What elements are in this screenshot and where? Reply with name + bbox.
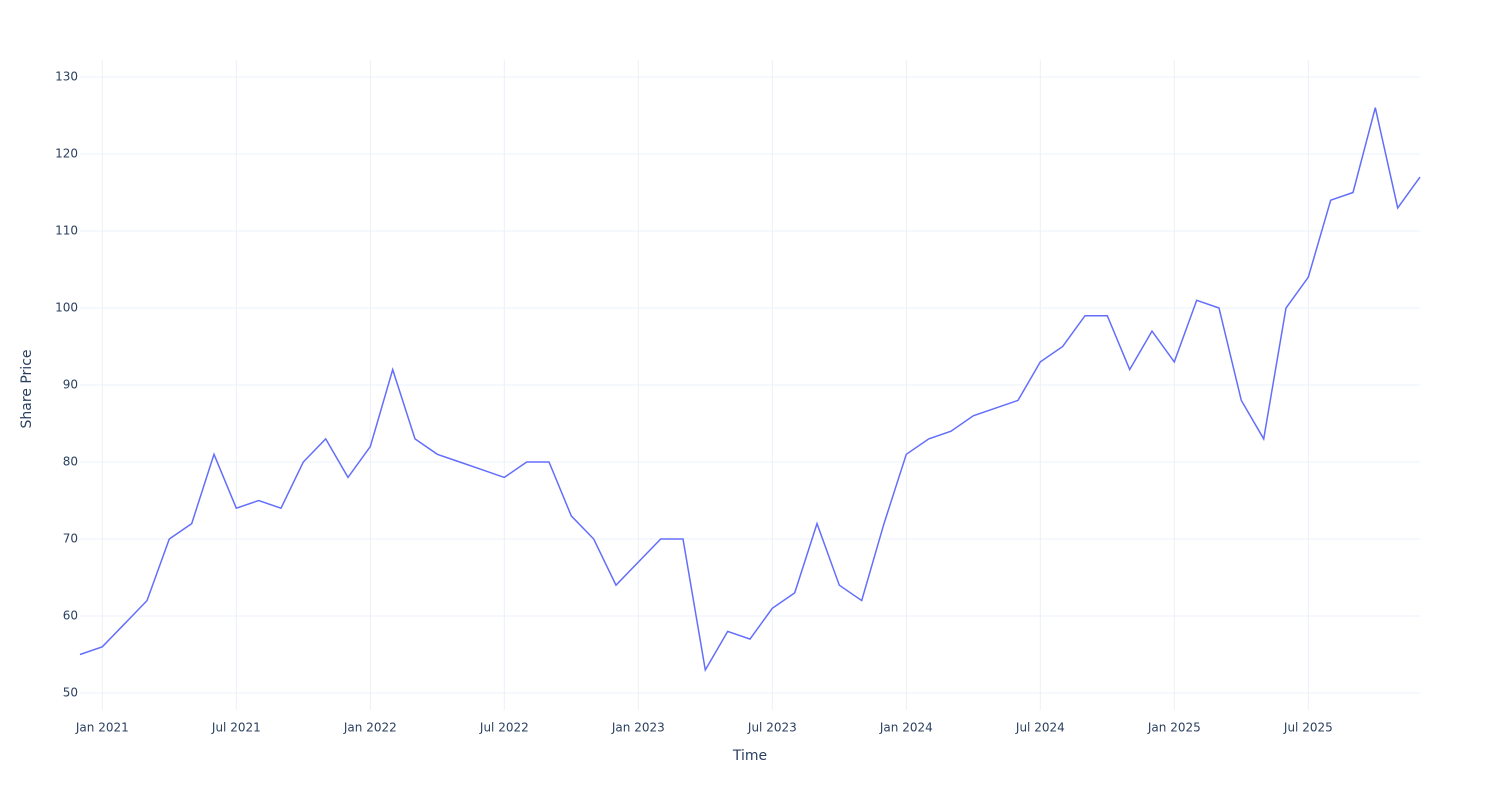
y-tick-label: 120 xyxy=(55,146,78,160)
y-tick-label: 70 xyxy=(63,532,78,546)
price-line xyxy=(79,107,1421,673)
y-tick-label: 50 xyxy=(63,686,78,700)
x-tick-label: Jan 2024 xyxy=(879,721,933,735)
x-tick-label: Jul 2021 xyxy=(211,721,261,735)
y-tick-label: 80 xyxy=(63,455,78,469)
y-tick-label: 90 xyxy=(63,378,78,392)
y-tick-label: 110 xyxy=(55,223,78,237)
x-tick-label: Jan 2023 xyxy=(611,721,665,735)
x-tick-label: Jan 2025 xyxy=(1147,721,1201,735)
y-tick-label: 100 xyxy=(55,300,78,314)
y-axis-title: Share Price xyxy=(19,349,35,428)
y-tick-label: 130 xyxy=(55,69,78,83)
x-tick-label: Jul 2025 xyxy=(1283,721,1333,735)
x-tick-label: Jul 2023 xyxy=(747,721,797,735)
x-axis-title: Time xyxy=(732,748,767,764)
y-tick-label: 60 xyxy=(63,609,78,623)
x-tick-label: Jan 2022 xyxy=(343,721,397,735)
x-tick-label: Jan 2021 xyxy=(75,721,129,735)
x-tick-label: Jul 2022 xyxy=(479,721,529,735)
x-tick-label: Jul 2024 xyxy=(1015,721,1065,735)
